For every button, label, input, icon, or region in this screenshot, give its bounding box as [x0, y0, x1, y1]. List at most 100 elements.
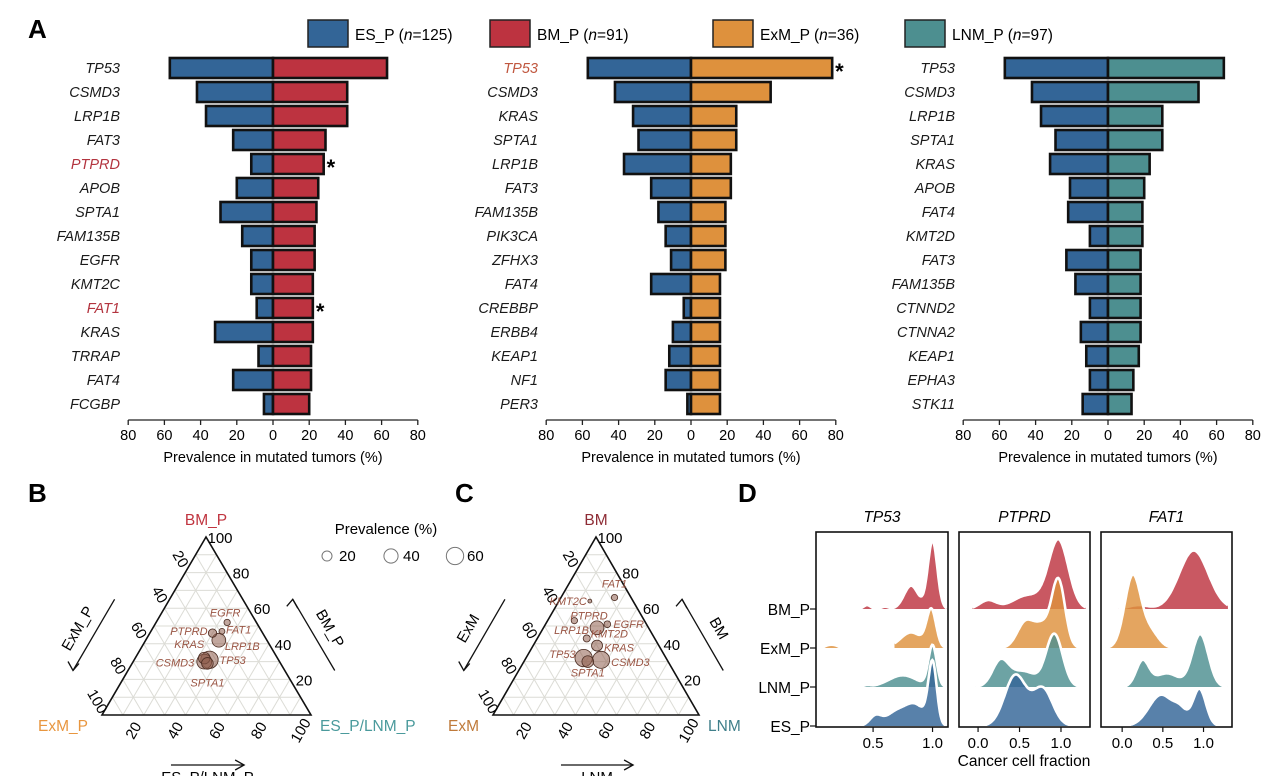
bar-right-exm_p: [689, 152, 733, 176]
vertex-label-right: LNM: [708, 718, 741, 735]
grid-line-right: [122, 554, 217, 716]
bar-left-es_p: [249, 272, 275, 296]
panel-c-ternary: 202020404040606060808080100100100ExMBMLN…: [448, 512, 741, 776]
bar-left-es_p: [1068, 176, 1110, 200]
x-axis-title: Cancer cell fraction: [958, 753, 1091, 770]
bar-left-es_p: [1039, 104, 1110, 128]
row-label-lnm_p: LNM_P: [758, 680, 810, 697]
bar-left-es_p: [657, 200, 693, 224]
x-tick-label: 20: [229, 428, 245, 444]
legend-n-value: =125): [412, 27, 452, 44]
grid-line-right: [206, 625, 259, 716]
gene-label: CSMD3: [487, 85, 538, 101]
ridge-outline-es_p: [1118, 687, 1225, 727]
bar-right-lnm_p: [1106, 392, 1133, 416]
bar-left-es_p: [204, 104, 275, 128]
ternary-point-spta1: [201, 657, 214, 670]
ridge-outline-exm_p: [1000, 576, 1086, 650]
gene-label: LRP1B: [909, 109, 955, 125]
bar-right-bm_p: [271, 224, 316, 248]
grid-line-right: [513, 554, 607, 716]
grid-line-exm: [195, 554, 291, 716]
bar-left-es_p: [249, 248, 275, 272]
bar-right-bm_p: [271, 56, 389, 80]
bar-left-es_p: [649, 176, 693, 200]
ridge-tail-exm_p: [824, 646, 839, 648]
vertex-label-top: BM: [584, 512, 607, 529]
gene-label: KRAS: [499, 109, 539, 125]
bar-right-exm_p: [689, 344, 722, 368]
x-tick-label: 1.0: [1051, 735, 1072, 752]
bar-right-bm_p: [271, 272, 315, 296]
ridge-outline-lnm_p: [975, 632, 1084, 689]
x-tick-label: 20: [719, 428, 735, 444]
x-tick-label: 1.0: [922, 735, 943, 752]
gene-label: TRRAP: [71, 349, 120, 365]
tick-label-top-axis: 80: [622, 566, 639, 583]
tick-label-top-axis: 100: [597, 530, 622, 547]
size-legend-circle: [445, 546, 465, 566]
arrowhead-icon: [67, 661, 80, 672]
grid-line-exm: [585, 554, 679, 716]
x-tick-label: 0.5: [1009, 735, 1030, 752]
grid-line-right: [595, 625, 648, 716]
group-legend: ES_P (n=125) BM_P (n=91) ExM_P (n=36) LNM_P…: [307, 19, 1053, 48]
vertex-label-left: ExM_P: [38, 718, 88, 735]
grid-line-right: [289, 696, 301, 716]
panel-letter-b: B: [28, 478, 47, 508]
bar-right-exm_p: [689, 80, 772, 104]
bar-left-es_p: [1066, 200, 1110, 224]
gene-label: KRAS: [916, 157, 956, 173]
grid-line-right: [247, 661, 280, 716]
left-axis-title: ExM_P: [58, 603, 97, 653]
legend-label-lnm_p: LNM_P (n=97): [952, 27, 1053, 44]
bar-right-exm_p: [689, 104, 738, 128]
legend-group-name: ExM_P (: [760, 27, 820, 44]
tick-label-top-axis: 20: [296, 672, 313, 689]
x-axis-title: Prevalence in mutated tumors (%): [163, 450, 382, 466]
ridges: [971, 537, 1087, 727]
gene-label: EPHA3: [907, 373, 955, 389]
bar-right-lnm_p: [1106, 176, 1146, 200]
ternary-point-label: TP53: [549, 649, 576, 661]
bar-right-lnm_p: [1106, 224, 1144, 248]
legend-swatch-lnm_p: [904, 19, 946, 48]
ridge-outline-bm_p: [855, 538, 948, 611]
right-axis-arrow: [292, 598, 336, 671]
bar-right-exm_p: [689, 272, 722, 296]
bar-left-es_p: [667, 344, 693, 368]
panel-letter-c: C: [455, 478, 474, 508]
facet-title: FAT1: [1149, 509, 1185, 526]
tick-label-left-axis: 60: [518, 619, 541, 642]
ternary-point-label: SPTA1: [571, 668, 605, 680]
x-tick-label: 0: [1104, 428, 1112, 444]
bar-right-bm_p: [271, 104, 349, 128]
gene-label: SPTA1: [493, 133, 538, 149]
panel-a-bar-charts: TP53 CSMD3 LRP1B FAT3 PTPRD * APOB SPTA1 FAM135B…: [57, 56, 1261, 466]
gene-label: CTNND2: [896, 301, 955, 317]
bar-left-es_p: [257, 344, 275, 368]
legend-swatch-es_p: [307, 19, 349, 48]
gene-label: PTPRD: [71, 157, 120, 173]
x-tick-label: 60: [991, 428, 1007, 444]
gene-label: FAM135B: [57, 229, 121, 245]
ternary-point-label: KRAS: [604, 643, 635, 655]
tick-label-top-axis: 80: [233, 566, 250, 583]
gene-label: PIK3CA: [486, 229, 538, 245]
grid-line-exm: [111, 696, 124, 716]
ternary-triangle: [100, 535, 313, 716]
bar-chart-a3: TP53 CSMD3 LRP1B SPTA1 KRAS APOB FAT4 KMT2D FAT3…: [892, 56, 1261, 466]
facet-frame: [1100, 531, 1233, 728]
x-tick-label: 60: [156, 428, 172, 444]
ternary-point-label: KMT2C: [550, 596, 587, 608]
size-legend-circle: [383, 548, 399, 564]
ternary-triangle: [491, 535, 701, 716]
tick-label-top-axis: 20: [684, 672, 701, 689]
bar-right-bm_p: [271, 320, 315, 344]
gene-label: LRP1B: [492, 157, 538, 173]
bar-left-es_p: [664, 368, 693, 392]
ternary-point-egfr: [223, 618, 231, 627]
grid-line-exm: [523, 661, 556, 716]
ridge-outline-lnm_p: [843, 643, 947, 689]
ridges: [1105, 549, 1229, 727]
